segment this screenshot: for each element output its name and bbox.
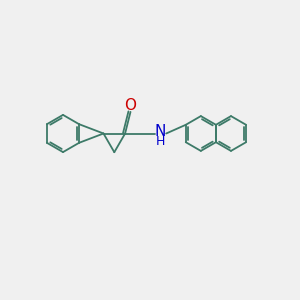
Text: H: H xyxy=(156,135,165,148)
Text: N: N xyxy=(155,124,166,140)
Text: O: O xyxy=(124,98,136,113)
